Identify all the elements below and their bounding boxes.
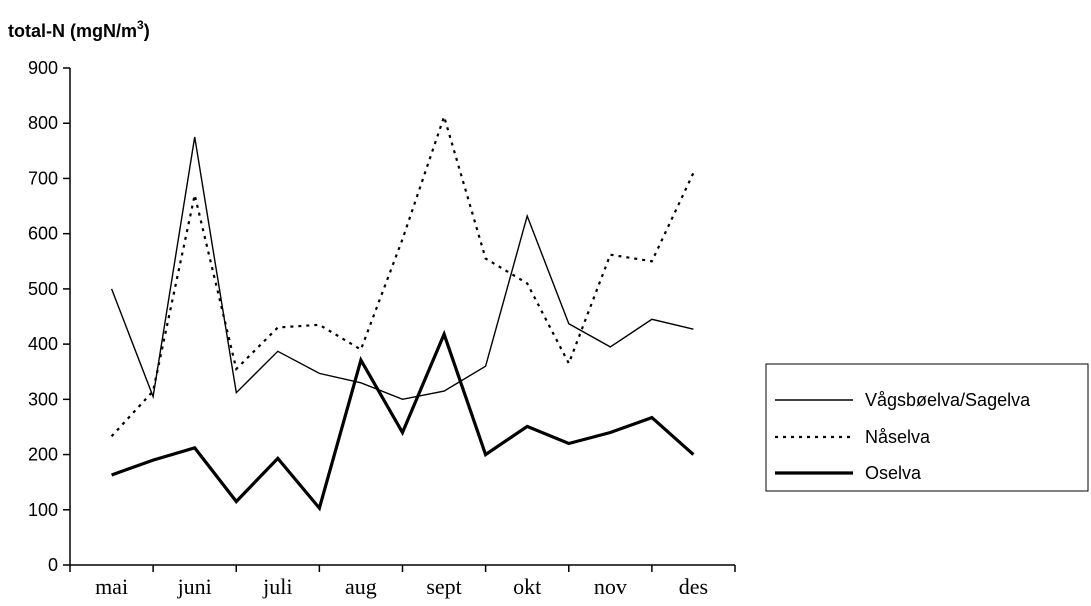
- y-tick-label: 0: [48, 555, 58, 575]
- legend-label-2: Oselva: [865, 463, 922, 483]
- x-tick-label: juli: [262, 574, 292, 599]
- y-axis-label-close: ): [144, 21, 150, 41]
- series-line-0: [110, 136, 694, 401]
- y-tick-label: 700: [28, 168, 58, 188]
- y-tick-label: 900: [28, 58, 58, 78]
- legend-box: [765, 363, 1089, 492]
- y-tick-label: 300: [28, 389, 58, 409]
- y-tick-label: 100: [28, 500, 58, 520]
- y-tick-label: 400: [28, 334, 58, 354]
- y-tick-label: 500: [28, 279, 58, 299]
- plot-area: [110, 112, 695, 512]
- y-axis-label-sup: 3: [137, 18, 144, 32]
- x-tick-label: des: [679, 574, 708, 599]
- y-axis-label-main: total-N (mgN/m: [8, 21, 137, 41]
- legend: Vågsbøelva/Sagelva Nåselva Oselva: [765, 363, 1089, 492]
- y-tick-label: 200: [28, 445, 58, 465]
- x-tick-label: mai: [95, 574, 128, 599]
- legend-label-0: Vågsbøelva/Sagelva: [865, 390, 1031, 410]
- legend-label-1: Nåselva: [865, 427, 931, 447]
- axes: 0 100 200 300 400 500 600 700 800 900 mai juni juli a…: [28, 58, 736, 599]
- x-tick-label: aug: [345, 574, 377, 599]
- x-tick-label: nov: [594, 574, 627, 599]
- x-tick-label: sept: [426, 574, 461, 599]
- x-tick-label: okt: [513, 574, 541, 599]
- x-tick-label: juni: [177, 574, 212, 599]
- series-line-1: [110, 112, 695, 438]
- series-line-2: [111, 329, 695, 512]
- y-tick-label: 600: [28, 224, 58, 244]
- y-tick-label: 800: [28, 113, 58, 133]
- y-axis-label: total-N (mgN/m3): [8, 18, 150, 41]
